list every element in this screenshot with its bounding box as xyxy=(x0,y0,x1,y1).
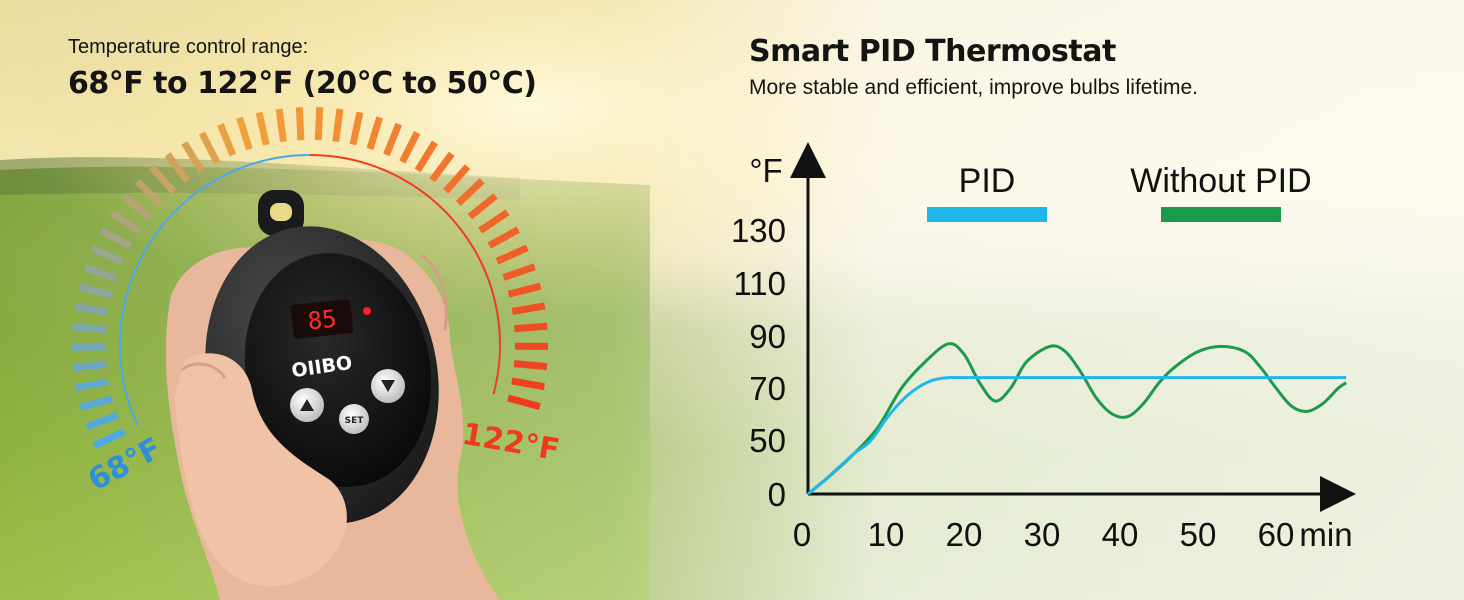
dial-tick xyxy=(78,283,113,299)
x-tick-label: 10 xyxy=(868,516,905,553)
dial-tick xyxy=(75,378,109,392)
dial-tick xyxy=(455,178,485,206)
dial-tick xyxy=(332,108,344,143)
dial-tick xyxy=(443,164,471,194)
dial-tick xyxy=(236,116,253,151)
dial-tick xyxy=(181,141,205,173)
legend-swatch-without-pid xyxy=(1161,207,1281,222)
dial-tick xyxy=(72,360,107,372)
y-tick-label: 90 xyxy=(749,318,786,355)
dial-tick xyxy=(414,140,438,173)
y-tick-label: 0 xyxy=(768,476,786,513)
dial-tick xyxy=(90,245,124,266)
legend-label-without-pid: Without PID xyxy=(1130,162,1311,200)
dial-tick xyxy=(383,122,402,157)
dial-tick xyxy=(72,323,106,334)
dial-tick xyxy=(502,263,536,281)
dial-arc-cold xyxy=(119,154,311,426)
series-line-without-pid xyxy=(807,342,1348,496)
dial-tick xyxy=(217,123,237,157)
dial-tick xyxy=(513,360,548,371)
x-tick-label: 30 xyxy=(1024,516,1061,553)
x-axis-label: min xyxy=(1299,516,1352,553)
dial-tick xyxy=(511,302,546,315)
up-arrow-icon xyxy=(300,399,314,411)
dial-tick xyxy=(74,303,109,316)
x-tick-label: 20 xyxy=(946,516,983,553)
dial-tick xyxy=(275,108,287,143)
dial-tick xyxy=(349,111,364,146)
y-tick-label: 50 xyxy=(749,422,786,459)
x-tick-label: 50 xyxy=(1180,516,1217,553)
dial-tick xyxy=(514,322,548,333)
legend-label-pid: PID xyxy=(959,162,1016,200)
y-tick-label: 110 xyxy=(733,265,786,302)
pid-title: Smart PID Thermostat xyxy=(749,34,1116,69)
dial-tick xyxy=(467,193,498,220)
dial-tick xyxy=(198,131,221,164)
down-arrow-icon xyxy=(381,380,395,392)
pid-subtitle: More stable and efficient, improve bulbs… xyxy=(749,76,1198,99)
dial-tick xyxy=(99,227,133,250)
dial-tick xyxy=(85,412,119,431)
range-value: 68°F to 122°F (20°C to 50°C) xyxy=(68,66,537,101)
dial-tick xyxy=(495,244,529,265)
x-tick-label: 40 xyxy=(1102,516,1139,553)
dial-tick xyxy=(366,116,383,150)
dial-tick xyxy=(399,130,421,164)
series-line-pid xyxy=(807,375,1347,496)
dial-tick xyxy=(507,394,541,410)
dial-tick xyxy=(109,210,142,235)
x-tick-label: 0 xyxy=(793,516,811,553)
dial-tick xyxy=(121,193,152,220)
dial-tick xyxy=(79,395,114,411)
dial-arc-hot xyxy=(309,154,501,395)
display-readout: 85 xyxy=(306,305,338,336)
y-tick-label: 130 xyxy=(731,212,786,249)
dial-tick xyxy=(314,107,324,141)
temperature-dial xyxy=(71,107,549,449)
dial-tick xyxy=(429,151,455,183)
range-label: Temperature control range: xyxy=(68,36,309,58)
dial-tick xyxy=(295,107,305,141)
dial-tick xyxy=(478,209,510,234)
dial-tick xyxy=(92,428,126,449)
set-button-label: SET xyxy=(345,416,365,426)
set-button[interactable] xyxy=(339,404,369,434)
legend-swatch-pid xyxy=(927,207,1047,222)
dial-tick xyxy=(511,377,545,391)
y-tick-label: 70 xyxy=(749,370,786,407)
dial-tick xyxy=(134,178,164,207)
dial-tick xyxy=(255,111,270,146)
x-tick-label: 60 xyxy=(1258,516,1295,553)
y-axis-label: °F xyxy=(749,152,782,189)
dial-tick xyxy=(164,152,191,183)
dial-tick xyxy=(83,264,118,282)
dial-tick xyxy=(149,164,177,195)
dial-tick xyxy=(487,226,520,249)
dial-tick xyxy=(507,282,542,298)
